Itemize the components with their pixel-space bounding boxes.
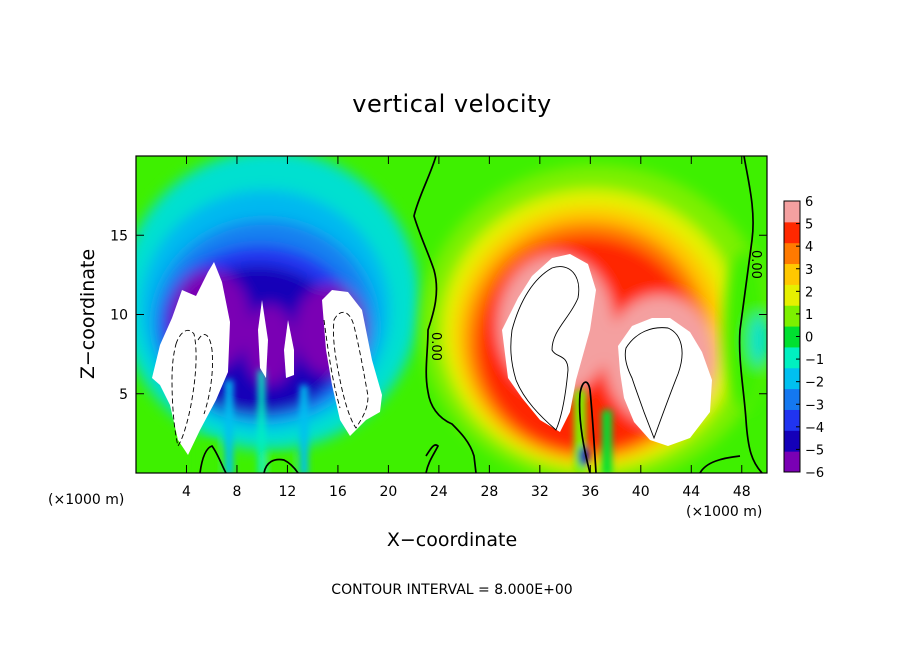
colorbar-swatch [784,201,800,223]
x-tick-label: 12 [279,484,297,500]
x-tick-label: 4 [182,484,191,500]
x-unit-right: (×1000 m) [686,504,762,520]
updraft-cores [502,254,712,446]
chart-title: vertical velocity [352,90,551,118]
colorbar-tick-label: −1 [805,353,824,368]
contour-labels: 0.00 0.00 [428,250,763,361]
colorbar-swatch [784,284,800,306]
colorbar-tick-label: 1 [805,308,813,323]
contour-lines-dashed [171,311,369,448]
colorbar-swatch [784,346,800,369]
x-axis-ticks: 4 8 12 16 20 24 28 32 36 40 44 48 [182,156,751,500]
colorbar-tick-label: −3 [805,398,824,413]
contour-lines [199,156,763,473]
colorbar-tick-label: −5 [805,443,824,458]
y-tick-label: 5 [119,387,128,403]
x-tick-label: 20 [379,484,397,500]
colorbar-tick-label: −4 [805,421,824,436]
x-tick-label: 40 [632,484,650,500]
contour-label-right: 0.00 [748,250,763,279]
contour-label-left: 0.00 [428,332,443,361]
colorbar-swatch [784,409,800,431]
colorbar-swatch [784,388,800,410]
x-tick-label: 44 [682,484,700,500]
x-unit-left: (×1000 m) [48,492,124,508]
colorbar-tick-label: 3 [805,263,813,278]
contour-lines-thin [510,266,683,440]
colorbar-swatch [784,430,800,452]
colorbar-tick-label: 4 [805,240,813,255]
colorbar-tick-label: −2 [805,376,824,391]
x-tick-label: 36 [581,484,599,500]
colorbar-tick-label: −6 [805,466,824,481]
y-axis-ticks: 5 10 15 [110,228,767,403]
x-tick-label: 28 [480,484,498,500]
colorbar-tick-label: 5 [805,218,813,233]
colorbar-swatch [784,326,800,348]
colorbar-swatch [784,451,800,473]
y-tick-label: 10 [110,308,128,324]
contour-interval-note: CONTOUR INTERVAL = 8.000E+00 [331,582,572,598]
colorbar-swatch [784,263,800,285]
x-tick-label: 24 [430,484,448,500]
x-axis-label: X−coordinate [387,529,517,551]
y-tick-label: 15 [110,228,128,244]
x-tick-label: 8 [232,484,241,500]
colorbar-tick-label: 6 [805,195,813,210]
colorbar-tick-label: 0 [805,331,813,346]
colorbar-swatch [784,305,800,327]
x-tick-label: 32 [531,484,549,500]
colorbar-tick-label: 2 [805,285,813,300]
colorbar-swatch [784,221,800,244]
downdraft-cores [152,262,382,455]
x-tick-label: 16 [329,484,347,500]
heatmap-field: 0.00 0.00 [136,156,767,473]
colorbar: 6 5 4 3 2 1 0 −1 −2 −3 −4 −5 −6 [783,195,824,481]
x-tick-label: 48 [733,484,751,500]
colorbar-swatch [784,242,800,265]
colorbar-swatch [784,367,800,390]
updraft-region [421,165,767,473]
y-axis-label: Z−coordinate [77,249,99,379]
